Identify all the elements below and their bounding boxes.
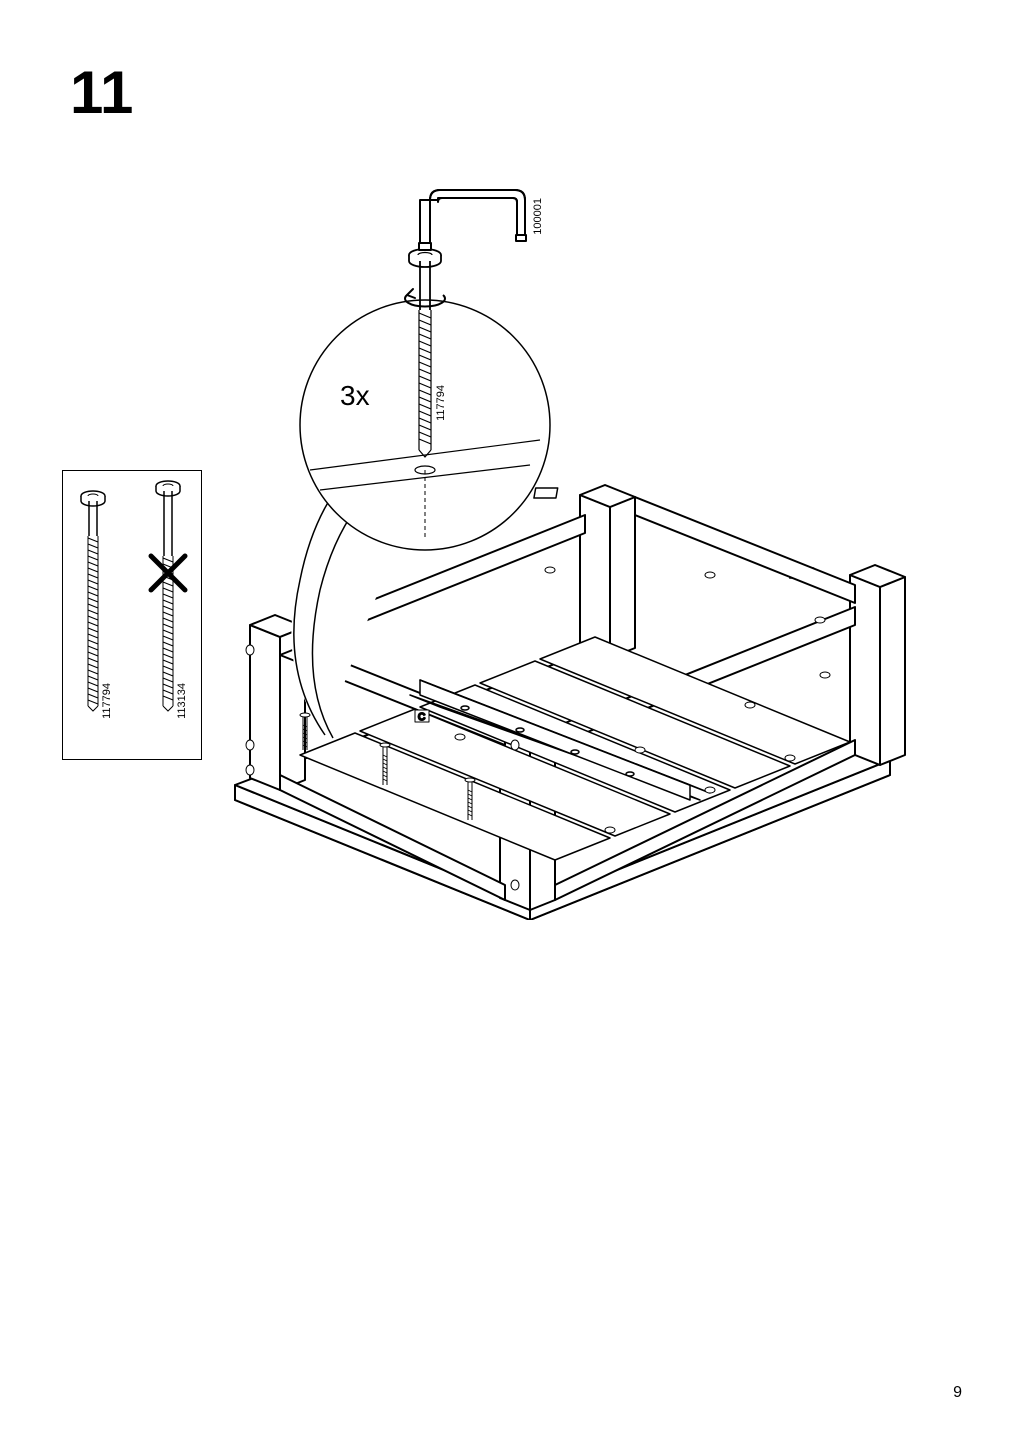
bolt-correct-label: 117794 <box>101 683 113 719</box>
detail-bolt-label: 117794 <box>435 385 447 421</box>
bolt-wrong-label: 113134 <box>176 683 188 719</box>
step-number: 11 <box>70 58 133 127</box>
wrong-x-mark <box>151 556 185 590</box>
allen-key-tool <box>419 190 526 250</box>
svg-text:C: C <box>418 712 425 723</box>
quantity-label: 3x <box>340 380 370 412</box>
assembly-svg: C <box>210 180 910 920</box>
bolt-correct <box>81 491 105 711</box>
page-number: 9 <box>953 1384 962 1402</box>
tool-label: 100001 <box>532 198 544 235</box>
main-assembly-diagram: C <box>210 180 910 920</box>
assembly-instruction-page: 11 <box>0 0 1012 1432</box>
bolt-wrong <box>156 481 180 711</box>
bolt-comparison-box: 117794 113134 <box>62 470 202 760</box>
detail-circle <box>300 249 550 550</box>
